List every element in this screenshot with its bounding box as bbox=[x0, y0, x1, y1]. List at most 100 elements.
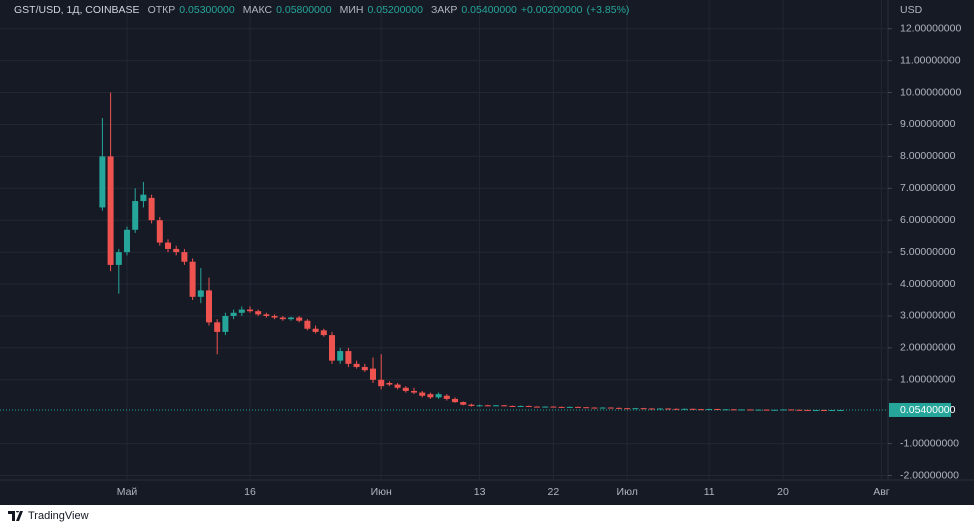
candle-body bbox=[312, 328, 319, 332]
candle-body bbox=[583, 407, 590, 409]
candle-body bbox=[706, 408, 713, 410]
candle-body bbox=[624, 408, 631, 410]
candle-body bbox=[681, 408, 688, 410]
candle-body bbox=[443, 395, 450, 399]
candle-body bbox=[829, 410, 836, 412]
candle-body bbox=[542, 406, 549, 408]
candle-body bbox=[304, 320, 311, 329]
y-tick-label: 3.00000000 bbox=[900, 310, 956, 322]
candle-body bbox=[599, 407, 606, 409]
candle-body bbox=[804, 409, 811, 411]
candle-body bbox=[484, 405, 491, 407]
candle-body bbox=[714, 408, 721, 410]
x-tick-label: 22 bbox=[548, 486, 560, 498]
legend-value: 0.05200000 bbox=[367, 4, 423, 16]
logo bbox=[8, 511, 23, 521]
candle-body bbox=[665, 408, 672, 410]
y-tick-label: -2.00000000 bbox=[900, 469, 959, 481]
candle-body bbox=[181, 252, 188, 262]
candle-body bbox=[255, 311, 262, 315]
candle-body bbox=[616, 407, 622, 409]
legend-key: МАКС bbox=[242, 4, 273, 16]
y-tick-label: 1.00000000 bbox=[900, 374, 956, 386]
candle-body bbox=[550, 406, 557, 408]
candle-body bbox=[419, 392, 426, 396]
candle-body bbox=[214, 322, 221, 332]
candle-body bbox=[796, 409, 803, 411]
candle-body bbox=[353, 363, 360, 368]
candle-body bbox=[607, 407, 614, 409]
chart: USD 12.00000000 11.00000000 10.00000000 9.0… bbox=[0, 0, 974, 505]
candle-body bbox=[435, 394, 442, 398]
watermark: TradingView bbox=[28, 510, 89, 522]
candle-body bbox=[222, 315, 229, 332]
y-tick-label: 10.00000000 bbox=[900, 86, 961, 98]
candle-body bbox=[148, 197, 155, 221]
candle-body bbox=[296, 317, 303, 321]
candle-body bbox=[509, 405, 516, 407]
candle-body bbox=[763, 409, 770, 411]
candle-body bbox=[320, 330, 327, 336]
legend-change-pct: (+3.85%) bbox=[586, 4, 630, 16]
candle-body bbox=[115, 252, 122, 265]
candle-body bbox=[698, 409, 704, 411]
y-tick-label: 2.00000000 bbox=[900, 342, 956, 354]
grid bbox=[0, 0, 888, 480]
legend-key: МИН bbox=[339, 4, 364, 16]
legend-change: +0.00200000 bbox=[520, 4, 583, 16]
candle-body bbox=[534, 406, 540, 408]
candle-body bbox=[780, 409, 786, 411]
candle-body bbox=[673, 408, 680, 410]
x-tick-label: 20 bbox=[777, 486, 789, 498]
candle-body bbox=[640, 408, 647, 410]
axis-unit: USD bbox=[900, 4, 923, 16]
y-tick-label: 11.00000000 bbox=[900, 54, 961, 66]
x-tick-label: 13 bbox=[474, 486, 486, 498]
candle-body bbox=[730, 409, 737, 411]
candle-body bbox=[402, 387, 409, 391]
candle-body bbox=[837, 409, 844, 411]
x-tick-label: Июн bbox=[371, 486, 392, 498]
legend-value: 0.05800000 bbox=[276, 4, 332, 16]
x-tick-label: Авг bbox=[873, 486, 890, 498]
candle-body bbox=[247, 309, 253, 312]
y-tick-label: 12.00000000 bbox=[900, 23, 961, 35]
x-tick-label: Июл bbox=[617, 486, 638, 498]
candle-body bbox=[107, 156, 114, 265]
candle-body bbox=[206, 290, 212, 323]
candle-body bbox=[747, 409, 754, 411]
candle-body bbox=[263, 314, 270, 316]
legend-key: ОТКР bbox=[147, 4, 176, 16]
candle-body bbox=[230, 312, 237, 316]
candle-body bbox=[558, 406, 565, 408]
candle-body bbox=[140, 194, 147, 202]
legend-value: 0.05300000 bbox=[179, 4, 235, 16]
candle-body bbox=[378, 379, 385, 387]
candle-body bbox=[345, 351, 352, 364]
candle-body bbox=[386, 382, 393, 385]
y-tick-label: -1.00000000 bbox=[900, 437, 959, 449]
candle-body bbox=[99, 156, 106, 208]
candle-body bbox=[370, 368, 376, 380]
candle-body bbox=[517, 405, 524, 407]
candle-body bbox=[288, 317, 294, 320]
x-tick-label: Май bbox=[117, 486, 138, 498]
last-price-box bbox=[889, 402, 951, 417]
candle-body bbox=[788, 409, 795, 411]
candle-body bbox=[812, 410, 819, 412]
candle-body bbox=[501, 405, 508, 407]
candle-body bbox=[197, 290, 204, 297]
candle-body bbox=[460, 402, 467, 405]
candle-body bbox=[337, 351, 344, 361]
candle-body bbox=[566, 406, 573, 408]
candle-body bbox=[411, 390, 417, 393]
legend-value: 0.05400000 bbox=[461, 4, 517, 16]
candle-body bbox=[525, 405, 532, 407]
candle-body bbox=[821, 410, 827, 412]
candle-body bbox=[657, 408, 663, 410]
candle-body bbox=[271, 315, 278, 318]
candle-body bbox=[279, 317, 286, 320]
symbol: GST/USD, 1Д, COINBASE bbox=[14, 4, 140, 16]
y-tick-label: 9.00000000 bbox=[900, 118, 956, 130]
